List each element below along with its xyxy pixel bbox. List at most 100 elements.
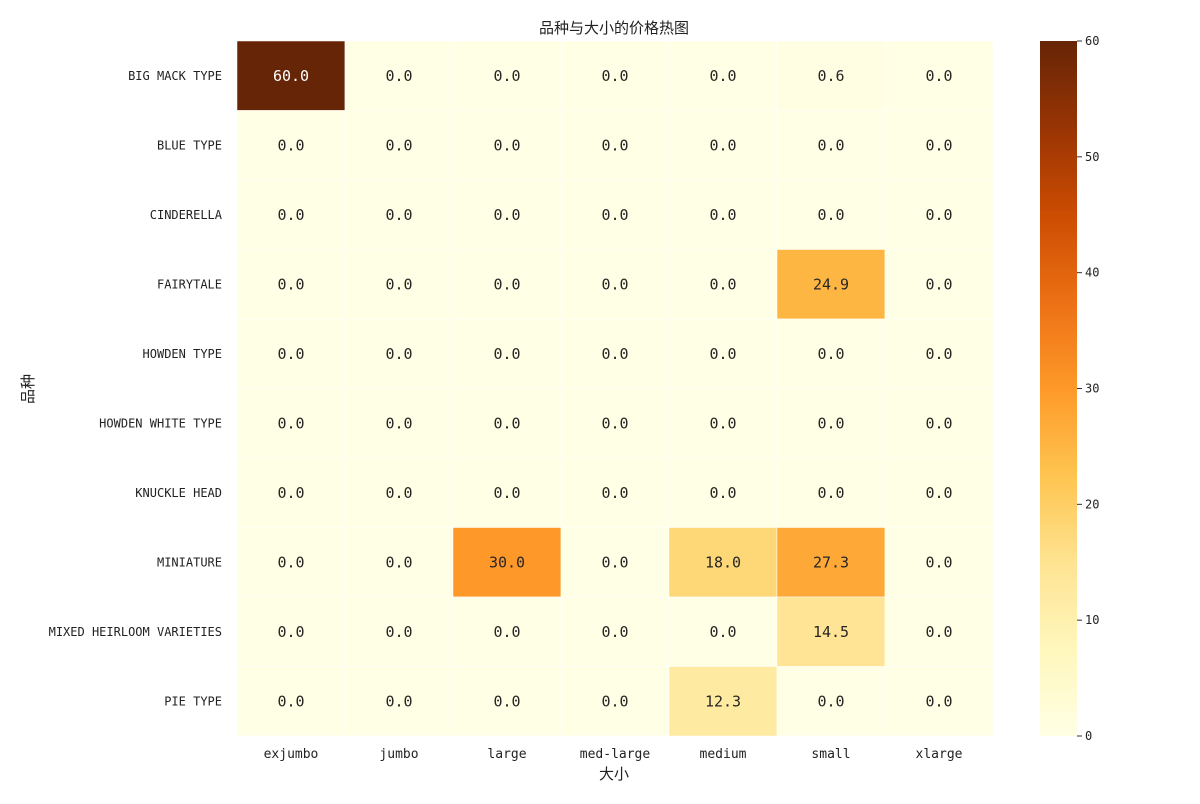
cell-value-label: 0.0 xyxy=(601,414,628,432)
y-axis-label: 品种 xyxy=(19,374,37,404)
x-tick-label: jumbo xyxy=(379,747,418,762)
x-axis-label: 大小 xyxy=(599,765,629,783)
cell-value-label: 0.0 xyxy=(817,136,844,154)
cell-value-label: 0.0 xyxy=(493,275,520,293)
cell-value-label: 0.0 xyxy=(925,67,952,85)
heatmap-cell xyxy=(344,249,454,320)
cell-value-label: 0.0 xyxy=(817,345,844,363)
heatmap-cells xyxy=(236,40,994,737)
colorbar-gradient xyxy=(1040,41,1077,736)
cell-value-label: 30.0 xyxy=(489,553,525,571)
cell-value-label: 0.0 xyxy=(925,414,952,432)
heatmap-cell xyxy=(884,110,994,181)
colorbar-tick-label: 10 xyxy=(1085,613,1099,627)
x-tick-label: exjumbo xyxy=(264,747,319,762)
heatmap-cell xyxy=(776,179,886,250)
x-tick-label: med-large xyxy=(580,747,651,762)
heatmap-cell xyxy=(236,318,346,389)
cell-value-label: 0.0 xyxy=(601,484,628,502)
heatmap-cell xyxy=(452,318,562,389)
x-tick-label: large xyxy=(487,747,526,762)
heatmap-cell xyxy=(236,596,346,667)
heatmap-cell xyxy=(668,666,778,737)
cell-value-label: 27.3 xyxy=(813,553,849,571)
cell-value-label: 0.0 xyxy=(493,414,520,432)
cell-value-label: 0.0 xyxy=(385,67,412,85)
cell-value-label: 0.0 xyxy=(385,136,412,154)
cell-value-label: 0.0 xyxy=(709,67,736,85)
heatmap-cell xyxy=(236,457,346,528)
heatmap-cell xyxy=(236,666,346,737)
heatmap-cell xyxy=(452,666,562,737)
heatmap-cell xyxy=(452,110,562,181)
colorbar-tick-label: 30 xyxy=(1085,382,1099,396)
cell-value-label: 0.0 xyxy=(277,623,304,641)
cell-value-label: 0.0 xyxy=(493,484,520,502)
x-tick-label: xlarge xyxy=(916,747,963,762)
heatmap-cell xyxy=(236,40,346,111)
cell-value-label: 0.6 xyxy=(817,67,844,85)
heatmap-cell xyxy=(344,527,454,598)
cell-value-label: 0.0 xyxy=(277,553,304,571)
cell-value-label: 0.0 xyxy=(925,275,952,293)
heatmap-cell xyxy=(884,249,994,320)
cell-value-label: 0.0 xyxy=(493,136,520,154)
cell-value-label: 0.0 xyxy=(493,206,520,224)
heatmap-cell xyxy=(560,249,670,320)
colorbar-tick-label: 40 xyxy=(1085,266,1099,280)
cell-value-label: 0.0 xyxy=(385,484,412,502)
cell-value-label: 0.0 xyxy=(925,623,952,641)
heatmap-cell xyxy=(884,40,994,111)
heatmap-cell xyxy=(776,527,886,598)
colorbar-tick-label: 60 xyxy=(1085,34,1099,48)
cell-value-label: 0.0 xyxy=(925,345,952,363)
y-tick-label: MIXED HEIRLOOM VARIETIES xyxy=(49,625,222,639)
cell-value-label: 0.0 xyxy=(709,206,736,224)
y-tick-label: CINDERELLA xyxy=(150,208,223,222)
heatmap-cell xyxy=(884,457,994,528)
colorbar-tick-label: 0 xyxy=(1085,729,1092,743)
heatmap-cell xyxy=(884,527,994,598)
heatmap-cell xyxy=(776,457,886,528)
cell-value-label: 0.0 xyxy=(601,136,628,154)
heatmap-cell xyxy=(668,110,778,181)
x-tick-label: small xyxy=(811,747,850,762)
heatmap-cell xyxy=(668,179,778,250)
cell-value-label: 0.0 xyxy=(277,692,304,710)
cell-value-label: 0.0 xyxy=(385,692,412,710)
heatmap-cell xyxy=(452,388,562,459)
cell-value-label: 0.0 xyxy=(493,692,520,710)
heatmap-cell xyxy=(668,457,778,528)
cell-value-label: 0.0 xyxy=(277,206,304,224)
cell-value-label: 0.0 xyxy=(277,414,304,432)
heatmap-cell xyxy=(776,666,886,737)
cell-value-label: 0.0 xyxy=(277,345,304,363)
cell-value-label: 18.0 xyxy=(705,553,741,571)
heatmap-cell xyxy=(344,388,454,459)
y-tick-label: PIE TYPE xyxy=(164,694,222,708)
heatmap-cell xyxy=(452,179,562,250)
heatmap-cell xyxy=(776,318,886,389)
y-tick-label: KNUCKLE HEAD xyxy=(135,486,222,500)
cell-value-label: 0.0 xyxy=(709,623,736,641)
cell-value-label: 0.0 xyxy=(709,414,736,432)
x-tick-label: medium xyxy=(700,747,747,762)
y-tick-label: MINIATURE xyxy=(157,555,222,569)
heatmap-cell xyxy=(668,596,778,667)
heatmap-cell xyxy=(344,179,454,250)
heatmap-cell xyxy=(452,457,562,528)
heatmap-cell xyxy=(668,249,778,320)
cell-value-label: 0.0 xyxy=(493,67,520,85)
heatmap-cell xyxy=(776,249,886,320)
cell-value-label: 0.0 xyxy=(385,414,412,432)
heatmap-annotations: 60.0 0.0 0.0 0.0 0.0 0.6 0.0 0.0 0.0 0.0 0.0 0.0 0.0… xyxy=(273,67,953,711)
chart-title: 品种与大小的价格热图 xyxy=(539,19,689,37)
heatmap-cell xyxy=(560,527,670,598)
heatmap-cell xyxy=(344,40,454,111)
y-tick-labels: BIG MACK TYPE BLUE TYPE CINDERELLA FAIRYTAL… xyxy=(49,69,223,709)
cell-value-label: 0.0 xyxy=(277,275,304,293)
cell-value-label: 0.0 xyxy=(709,345,736,363)
y-tick-label: BLUE TYPE xyxy=(157,138,222,152)
